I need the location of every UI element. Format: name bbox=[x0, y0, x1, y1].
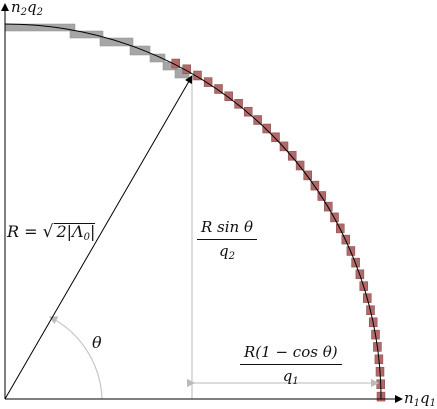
red-step-cell bbox=[253, 115, 262, 125]
red-step-cell bbox=[287, 151, 297, 161]
red-step-cell bbox=[182, 64, 191, 75]
gray-step-cell bbox=[149, 53, 166, 63]
red-step-cell bbox=[295, 160, 305, 171]
radius-vector bbox=[4, 75, 193, 400]
gray-step-cell bbox=[69, 30, 104, 39]
red-step-cell bbox=[193, 70, 202, 81]
gray-step-cells bbox=[4, 23, 190, 79]
red-step-cell bbox=[171, 58, 180, 69]
gray-step-cell bbox=[99, 37, 134, 47]
quarter-circle-curve bbox=[4, 23, 382, 400]
red-step-cell bbox=[279, 141, 289, 152]
gray-step-cell bbox=[129, 45, 151, 56]
red-step-cell bbox=[203, 77, 213, 87]
theta-arc bbox=[48, 316, 103, 400]
red-step-cell bbox=[303, 170, 312, 181]
red-step-cell bbox=[224, 91, 233, 102]
red-step-cell bbox=[234, 99, 243, 109]
red-step-cell bbox=[271, 132, 280, 143]
red-step-cell bbox=[214, 84, 223, 94]
gray-step-cell bbox=[4, 23, 76, 32]
red-step-cell bbox=[310, 180, 320, 191]
red-step-cell bbox=[262, 123, 271, 134]
red-step-cell bbox=[243, 106, 253, 117]
red-step-cells bbox=[171, 58, 386, 402]
